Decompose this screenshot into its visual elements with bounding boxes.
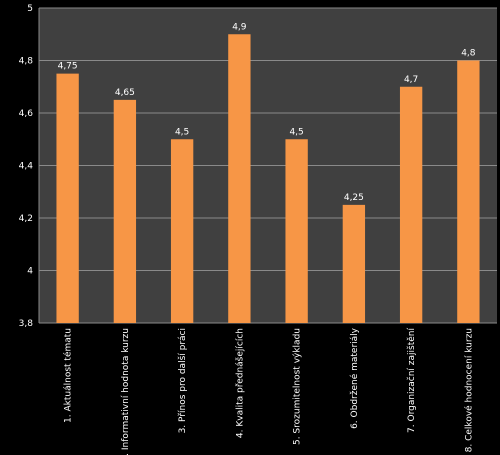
y-tick-label: 5: [27, 4, 33, 14]
bar: [342, 204, 366, 323]
data-label: 4,5: [175, 127, 189, 137]
bar: [285, 139, 308, 323]
y-tick-label: 4,4: [19, 162, 34, 172]
data-label: 4,75: [58, 62, 78, 72]
bar: [457, 60, 480, 323]
data-label: 4,25: [344, 193, 364, 203]
x-tick-label: 3. Přínos pro další práci: [177, 328, 188, 433]
data-label: 4,8: [461, 49, 476, 59]
x-tick-label: 4. Kvalita přednášejících: [234, 328, 245, 438]
x-tick-label: 1. Aktuálnost tématu: [63, 328, 74, 423]
data-label: 4,5: [289, 127, 303, 137]
y-tick-label: 4,6: [19, 109, 34, 119]
x-tick-label: 7. Organizační zajištění: [406, 328, 417, 433]
x-tick-label: 5. Srozumitelnost výkladu: [293, 328, 303, 445]
x-tick-label: 6. Obdržené materiály: [349, 327, 360, 429]
y-tick-label: 3,8: [19, 319, 34, 329]
x-tick-label: 8. Celkové hodnocení kurzu: [463, 328, 474, 452]
bar: [228, 34, 251, 323]
data-label: 4,65: [115, 88, 135, 98]
y-tick-label: 4,2: [19, 214, 33, 224]
data-label: 4,9: [232, 22, 247, 32]
bar: [170, 139, 194, 323]
data-label: 4,7: [404, 75, 418, 85]
y-tick-label: 4: [27, 267, 33, 277]
bar: [56, 73, 79, 323]
bar: [399, 86, 423, 323]
bar: [113, 99, 137, 323]
x-tick-label: 2. Informativní hodnota kurzu: [121, 328, 131, 455]
y-tick-label: 4,8: [19, 57, 34, 67]
